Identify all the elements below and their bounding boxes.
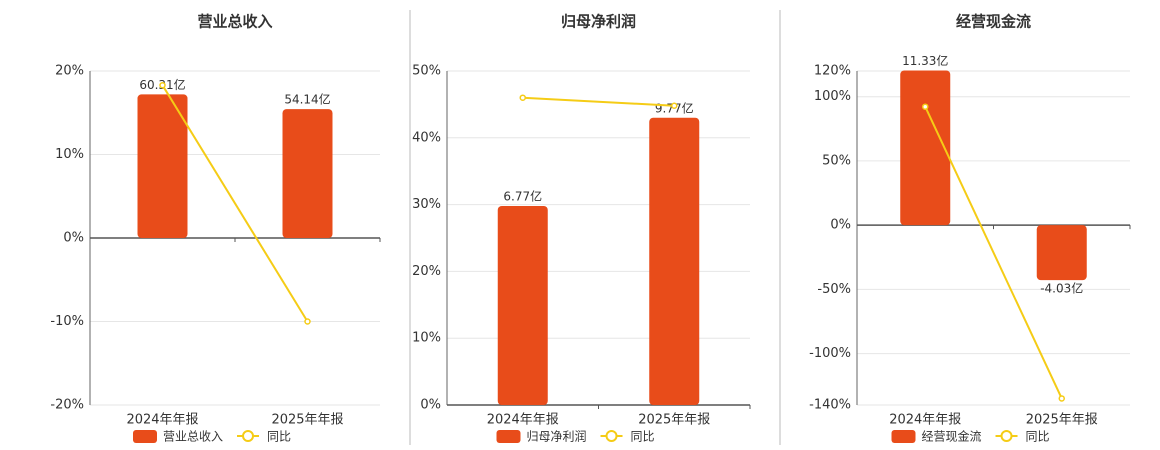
y-tick-label: 0% <box>830 218 851 233</box>
bar <box>900 70 951 226</box>
y-tick-label: -100% <box>809 346 851 361</box>
x-tick-label: 2025年年报 <box>271 413 343 428</box>
y-tick-label: 100% <box>814 89 851 104</box>
bar <box>137 94 188 238</box>
bar <box>1036 225 1087 281</box>
legend-label: 同比 <box>631 430 655 444</box>
y-tick-label: -50% <box>817 282 851 297</box>
chart-title: 营业总收入 <box>197 13 272 31</box>
line <box>924 106 1063 399</box>
data-label: 6.77亿 <box>503 188 542 203</box>
y-tick-label: 40% <box>412 130 441 145</box>
y-tick-label: -10% <box>50 314 84 329</box>
point <box>671 102 678 109</box>
y-tick-label: 120% <box>814 64 851 79</box>
data-label: 54.14亿 <box>284 92 330 107</box>
point <box>1058 395 1065 402</box>
y-tick-label: 0% <box>63 231 84 246</box>
y-tick-label: 20% <box>55 64 84 79</box>
point <box>159 81 166 89</box>
y-tick-label: 10% <box>55 147 84 162</box>
legend-label: 经营现金流 <box>922 429 982 444</box>
y-tick-label: 0% <box>420 398 441 413</box>
chart-title: 经营现金流 <box>956 13 1031 31</box>
x-tick-label: 2025年年报 <box>1026 413 1098 428</box>
line <box>522 96 675 107</box>
point <box>922 103 929 110</box>
point <box>304 318 311 325</box>
line <box>161 84 309 323</box>
data-label: 11.33亿 <box>902 53 948 68</box>
x-tick-label: 2024年年报 <box>487 413 559 428</box>
y-tick-label: 10% <box>412 331 441 346</box>
legend-label: 同比 <box>1026 430 1050 444</box>
legend-swatch <box>496 430 521 443</box>
y-tick-label: 50% <box>822 153 851 168</box>
bar <box>282 109 333 239</box>
x-tick-label: 2024年年报 <box>889 413 961 428</box>
point <box>519 94 526 101</box>
legend-swatch <box>605 430 618 442</box>
x-tick-label: 2024年年报 <box>126 413 198 428</box>
y-tick-label: 30% <box>412 197 441 212</box>
legend-swatch <box>1000 430 1013 442</box>
y-tick-label: -20% <box>50 398 84 413</box>
data-label: -4.03亿 <box>1040 281 1083 296</box>
legend-label: 同比 <box>267 430 291 444</box>
bar <box>649 117 700 405</box>
legend-label: 营业总收入 <box>163 430 223 444</box>
legend-swatch <box>891 430 916 443</box>
legend-swatch <box>242 430 255 442</box>
y-tick-label: 20% <box>412 264 441 279</box>
x-tick-label: 2025年年报 <box>638 413 710 428</box>
bar <box>497 205 548 405</box>
y-tick-label: -140% <box>809 398 851 413</box>
y-tick-label: 50% <box>412 64 441 79</box>
legend-label: 归母净利润 <box>527 430 587 444</box>
legend-swatch <box>133 430 157 443</box>
chart-title: 归母净利润 <box>561 13 636 31</box>
